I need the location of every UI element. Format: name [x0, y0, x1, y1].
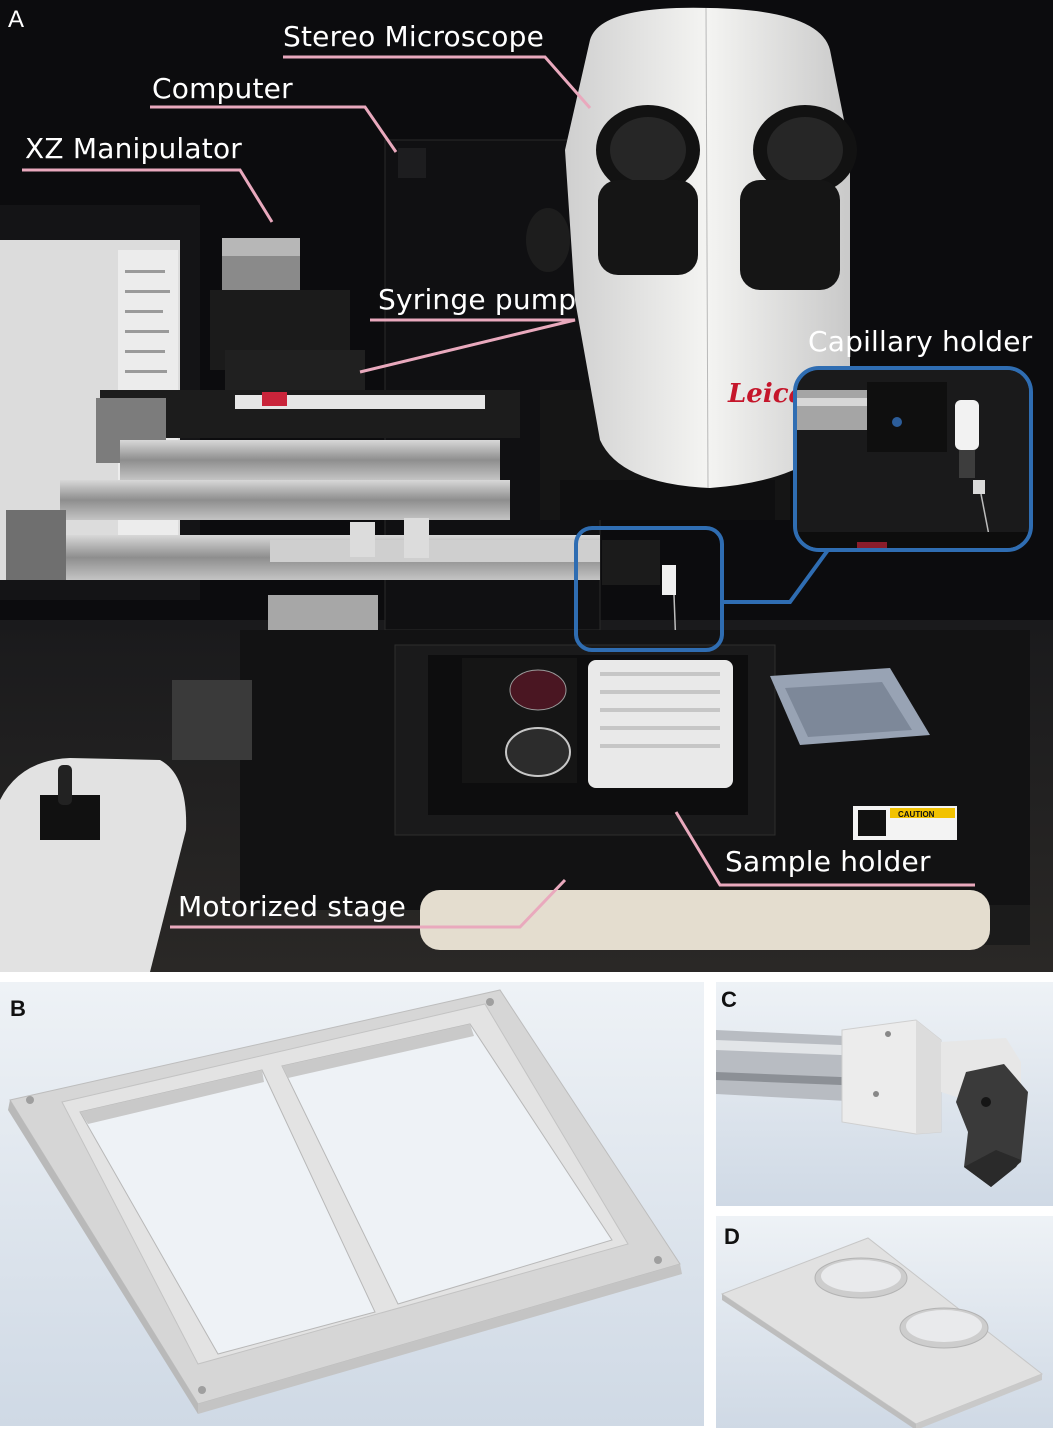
- panel-c-letter: C: [721, 987, 737, 1012]
- label-stereo-microscope: Stereo Microscope: [283, 20, 545, 53]
- caution-sticker: CAUTION: [853, 806, 957, 840]
- panel-b-letter: B: [10, 996, 26, 1021]
- leader-lines: [22, 55, 975, 929]
- sample-holder: [462, 658, 930, 788]
- inset-connector: [574, 526, 830, 652]
- stereo-microscope: Leica: [526, 7, 857, 520]
- capillary-holder-render: [716, 982, 1053, 1206]
- panel-b-render: B: [0, 982, 704, 1426]
- sample-holder-frame-render: [0, 982, 704, 1426]
- syringe-pump: [96, 390, 520, 463]
- panel-d-letter: D: [724, 1224, 740, 1249]
- label-syringe-pump: Syringe pump: [378, 283, 577, 316]
- capillary-holder-closeup: [797, 370, 1029, 548]
- panel-a-letter: A: [8, 6, 25, 33]
- caution-text: CAUTION: [898, 810, 935, 819]
- microscope-brand: Leica: [727, 379, 805, 409]
- lab-setup-photo: Leica: [0, 7, 1053, 972]
- label-xz-manipulator: XZ Manipulator: [25, 132, 242, 165]
- dish-holder-plate-render: [716, 1216, 1053, 1428]
- panel-d-render: D: [716, 1216, 1053, 1428]
- label-computer: Computer: [152, 72, 293, 105]
- panel-c-render: C: [716, 982, 1053, 1206]
- capillary: [602, 540, 677, 649]
- cable-chain: [172, 680, 252, 760]
- label-motorized-stage: Motorized stage: [178, 890, 407, 923]
- joystick-controller: [0, 758, 187, 972]
- label-sample-holder: Sample holder: [725, 845, 931, 878]
- panel-a-photo: Leica: [0, 0, 1053, 972]
- label-capillary-holder: Capillary holder: [808, 325, 1033, 358]
- capillary-holder-inset: [793, 366, 1033, 552]
